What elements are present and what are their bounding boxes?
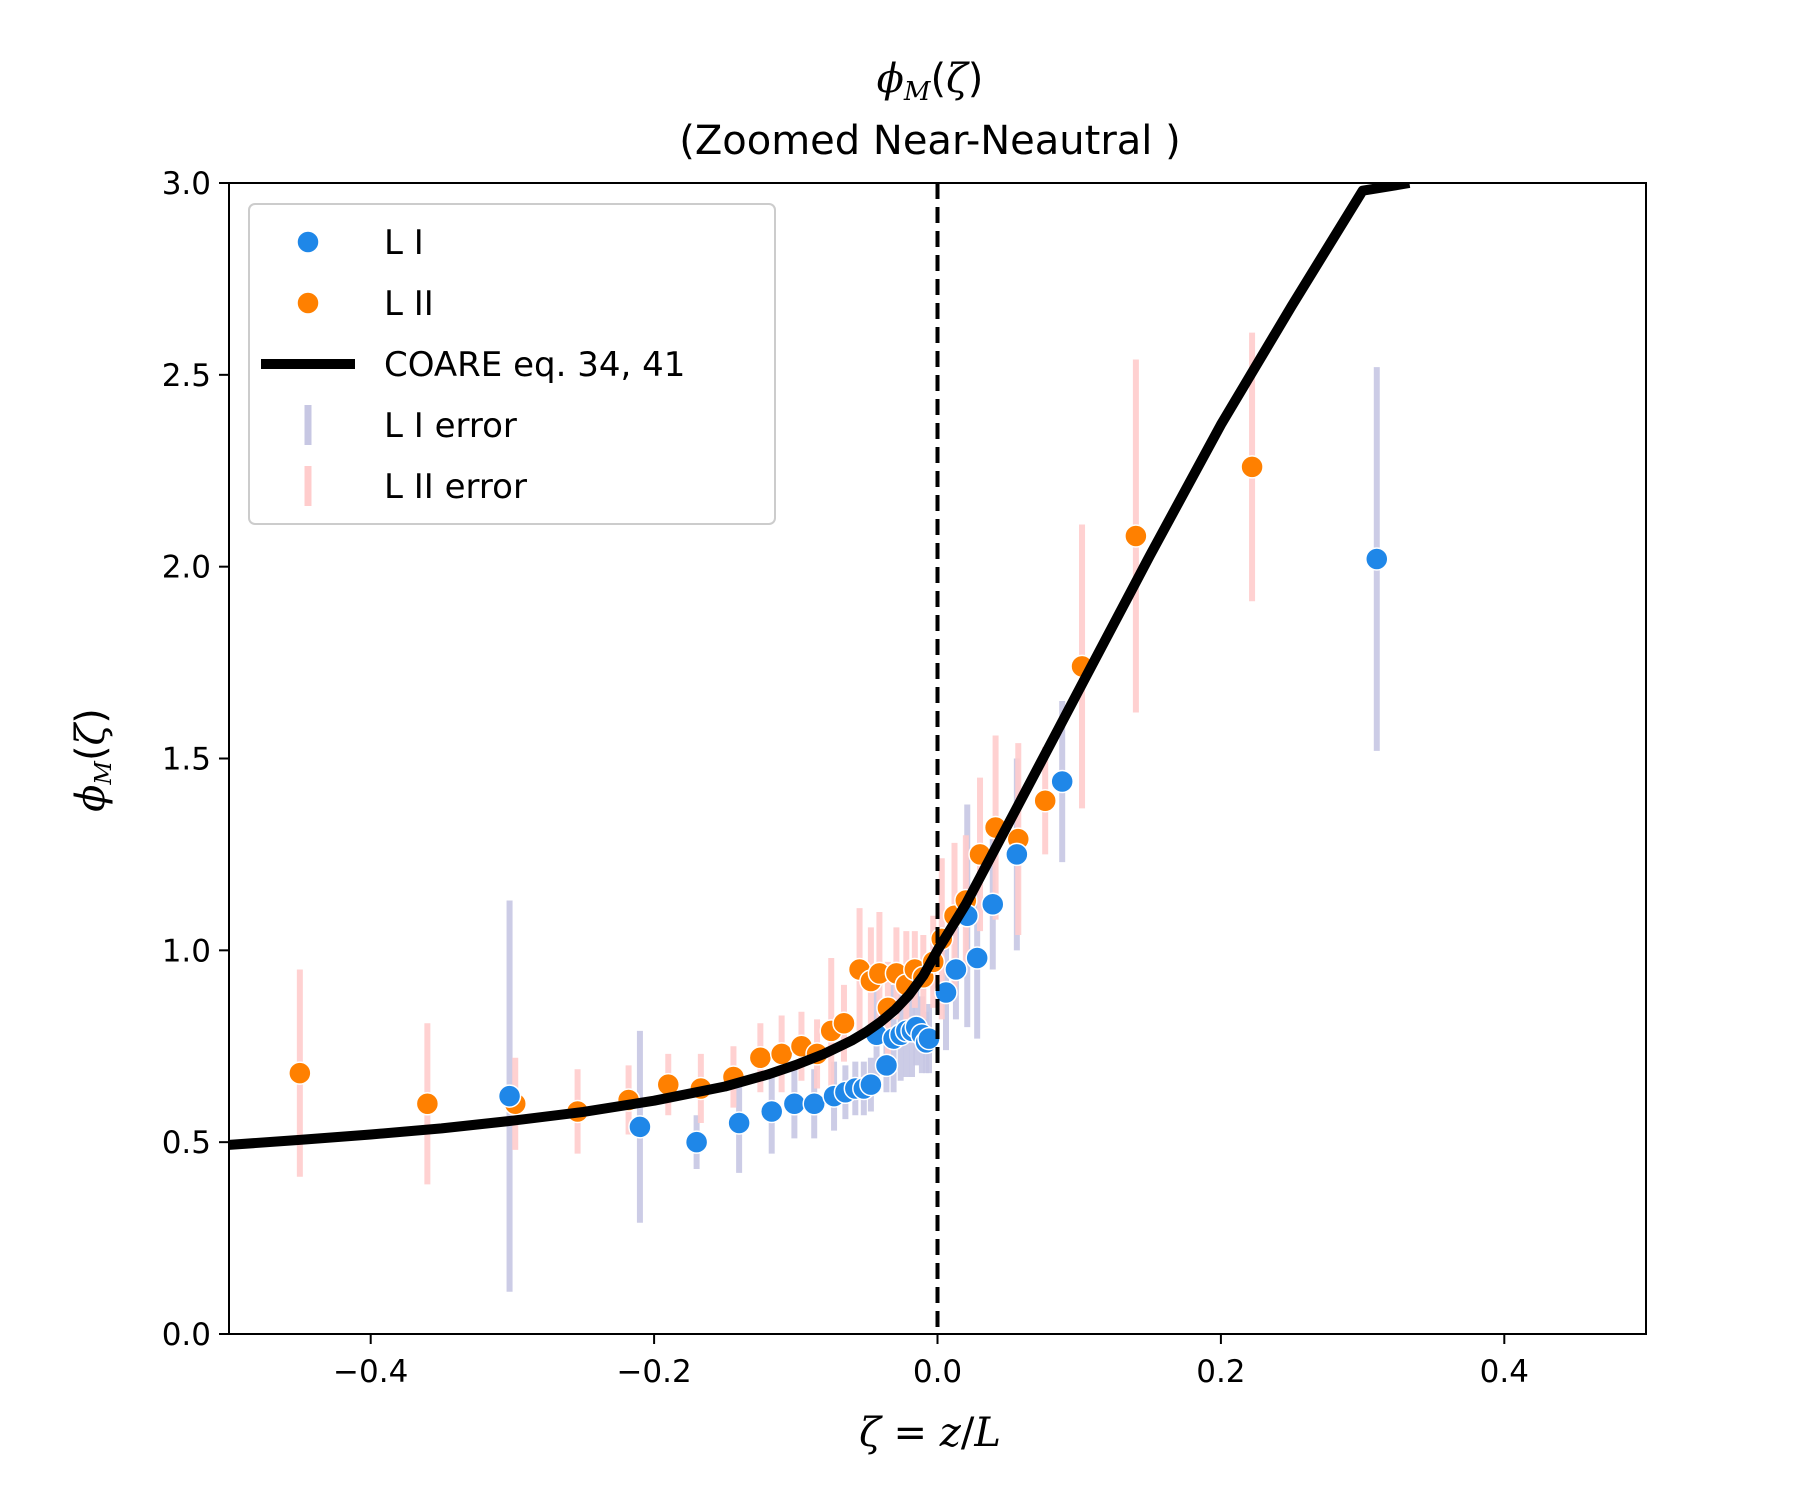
data-point-l2: [1240, 455, 1264, 479]
legend-label-l-ii-error: L II error: [384, 467, 527, 507]
data-point-l1: [727, 1111, 751, 1135]
data-point-l1: [684, 1130, 709, 1154]
x-tick-label: 0.4: [1480, 1354, 1529, 1390]
xlabel-eq: =: [881, 1410, 940, 1456]
x-tick-label: −0.2: [616, 1354, 691, 1390]
legend-marker-l-i: [296, 230, 320, 254]
data-point-l1: [874, 1053, 899, 1078]
ylabel-open: (: [68, 745, 114, 761]
ylabel-close: ): [68, 708, 114, 724]
title-arg: (: [930, 56, 946, 102]
data-point-l1: [782, 1092, 807, 1116]
xlabel-slash: /: [961, 1410, 975, 1456]
data-point-l2: [415, 1092, 440, 1116]
y-tick-label: 1.5: [162, 742, 211, 778]
data-point-l2: [288, 1061, 312, 1085]
data-point-l2: [832, 1011, 856, 1035]
axes: −0.4 −0.2 0.0 0.2 0.4 0.0 0.5 1.0 1.5 2.0 2.5 3.0: [162, 166, 1647, 1390]
legend-marker-l-ii: [296, 291, 320, 315]
plot-inner: [229, 183, 1411, 1334]
title-close: ): [968, 56, 984, 102]
data-point-l1: [1365, 547, 1389, 571]
x-tick-label: 0.2: [1196, 1354, 1245, 1390]
legend-label-coare-eq-34-41: COARE eq. 34, 41: [384, 345, 685, 385]
coare-curve: [229, 183, 1411, 1150]
legend-label-l-i-error: L I error: [384, 406, 517, 446]
x-tick-label: 0.0: [913, 1354, 962, 1390]
y-axis-label: ϕM(ζ): [68, 708, 117, 812]
chart-title: ϕM(ζ): [877, 56, 984, 107]
data-point-l1: [934, 980, 958, 1005]
data-point-l1: [981, 892, 1005, 917]
data-point-l2: [1033, 788, 1057, 813]
title-zeta: ζ: [946, 56, 970, 102]
chart-subtitle: (Zoomed Near-Neautral ): [679, 118, 1180, 164]
legend-label-l-i: L I: [384, 223, 424, 263]
data-point-l1: [944, 957, 968, 982]
title-phi: ϕ: [877, 56, 904, 102]
data-point-l1: [497, 1084, 522, 1108]
data-point-l2: [748, 1046, 773, 1070]
data-point-l1: [628, 1115, 652, 1139]
ylabel-subscript: M: [91, 760, 117, 786]
ylabel-phi: ϕ: [68, 785, 114, 812]
y-tick-label: 2.5: [162, 358, 211, 394]
y-tick-label: 3.0: [162, 166, 211, 202]
data-point-l2: [769, 1042, 794, 1066]
legend: L I L II COARE eq. 34, 41 L I error L II err…: [248, 203, 776, 525]
data-point-l1: [802, 1092, 826, 1116]
data-point-l1: [759, 1099, 784, 1124]
xlabel-zeta: ζ: [859, 1410, 883, 1456]
x-axis-label: ζ = z/L: [859, 1410, 1001, 1456]
xlabel-L: L: [973, 1410, 1001, 1456]
x-tick-label: −0.4: [333, 1354, 408, 1390]
y-tick-label: 0.0: [162, 1317, 211, 1353]
data-point-l1: [1050, 769, 1074, 794]
title-subscript: M: [903, 77, 932, 107]
data-point-l2: [1124, 524, 1148, 548]
data-point-l1: [917, 1026, 941, 1051]
legend-label-l-ii: L II: [384, 284, 434, 324]
data-point-l1: [1005, 842, 1029, 867]
plot-area: [229, 183, 1411, 1334]
data-point-l1: [965, 946, 989, 970]
y-tick-label: 1.0: [162, 933, 211, 969]
data-point-l1: [859, 1072, 883, 1097]
xlabel-z: z: [939, 1410, 962, 1456]
legend-box: [248, 203, 776, 525]
ylabel-zeta: ζ: [68, 721, 114, 745]
y-tick-label: 2.0: [162, 550, 211, 586]
y-tick-label: 0.5: [162, 1125, 211, 1161]
